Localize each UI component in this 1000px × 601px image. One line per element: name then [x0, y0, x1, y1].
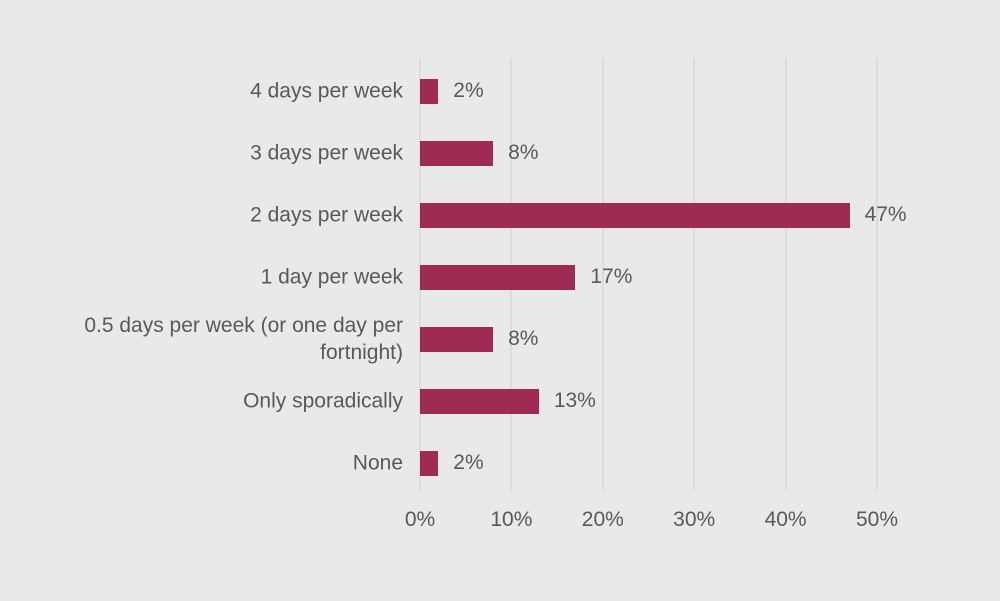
bar: [420, 264, 576, 290]
value-label: 8%: [508, 327, 539, 350]
value-label: 13%: [553, 389, 596, 412]
category-label: 3 days per week: [250, 141, 403, 165]
x-tick-label: 30%: [673, 508, 716, 531]
x-tick-label: 10%: [490, 508, 533, 531]
gridline: [693, 58, 696, 490]
category-label: None: [352, 451, 403, 475]
value-label: 2%: [453, 451, 484, 474]
x-tick-label: 40%: [764, 508, 807, 531]
category-label: Only sporadically: [243, 389, 403, 413]
category-label: 1 day per week: [260, 265, 403, 289]
bar: [420, 202, 850, 228]
bar: [420, 326, 494, 352]
bar: [420, 450, 439, 476]
value-label: 47%: [864, 203, 907, 226]
bar: [420, 78, 439, 104]
x-tick-label: 0%: [404, 508, 436, 531]
value-label: 8%: [508, 141, 539, 164]
category-label: 0.5 days per week (or one day per fortni…: [84, 314, 403, 364]
category-label: 4 days per week: [250, 79, 403, 103]
category-label: 2 days per week: [250, 203, 403, 227]
bar: [420, 388, 539, 414]
value-label: 17%: [590, 265, 633, 288]
bar: [420, 140, 494, 166]
x-tick-label: 50%: [855, 508, 899, 531]
gridline: [601, 58, 604, 490]
gridline: [876, 58, 878, 490]
value-label: 2%: [453, 79, 484, 102]
gridline: [784, 58, 787, 490]
x-tick-label: 20%: [581, 508, 624, 531]
